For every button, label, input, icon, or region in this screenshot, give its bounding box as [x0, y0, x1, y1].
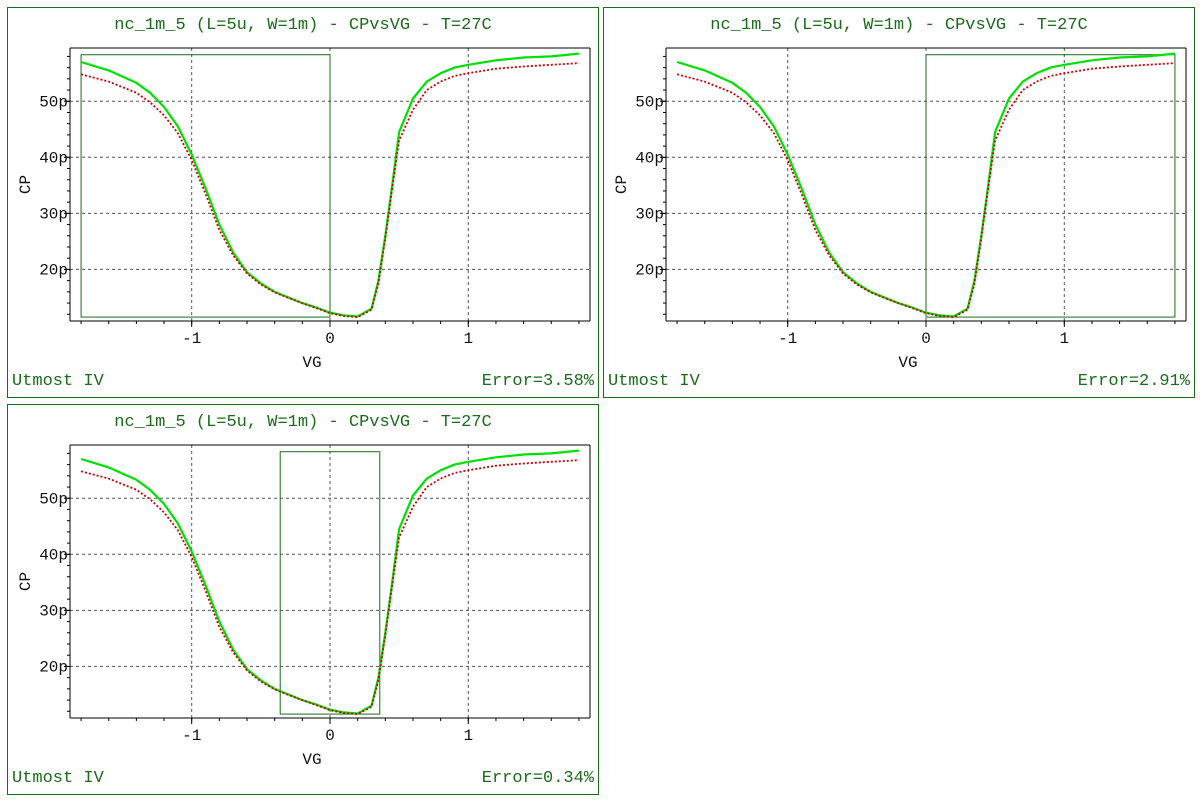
footer-label: Utmost IV	[608, 372, 700, 391]
x-tick-label: -1	[778, 330, 797, 348]
fit-window-box	[80, 54, 331, 318]
x-axis-label: VG	[898, 354, 917, 372]
x-axis-label: VG	[302, 751, 321, 769]
fit-window-box	[925, 54, 1176, 318]
plot-area: -1 0 1 20p 30p 40p 50p VG CP	[17, 444, 591, 769]
plot-area: -1 0 1 20p 30p 40p 50p VG CP	[17, 47, 591, 372]
x-tick-label: 0	[921, 330, 931, 348]
y-axis-label: CP	[613, 175, 631, 194]
y-tick-label: 30p	[39, 205, 68, 223]
measured-curve	[80, 52, 580, 318]
y-tick-label: 40p	[635, 149, 664, 167]
error-readout: Error=0.34%	[481, 769, 594, 788]
x-tick-label: 1	[1059, 330, 1069, 348]
footer-label: Utmost IV	[12, 372, 104, 391]
plot-area: -1 0 1 20p 30p 40p 50p VG CP	[613, 47, 1187, 372]
measured-curve	[80, 449, 580, 715]
x-tick-label: 1	[463, 727, 473, 745]
error-readout: Error=3.58%	[481, 372, 594, 391]
y-axis-label: CP	[17, 572, 35, 591]
x-tick-label: -1	[182, 727, 201, 745]
fit-window-box	[279, 451, 381, 715]
error-readout: Error=2.91%	[1077, 372, 1190, 391]
x-tick-label: 1	[463, 330, 473, 348]
y-tick-label: 30p	[635, 205, 664, 223]
y-tick-label: 40p	[39, 149, 68, 167]
y-tick-label: 50p	[635, 93, 664, 111]
y-tick-label: 20p	[635, 261, 664, 279]
simulated-curve	[80, 62, 579, 319]
x-tick-label: 0	[325, 330, 335, 348]
y-tick-label: 20p	[39, 658, 68, 676]
x-tick-label: 0	[325, 727, 335, 745]
measured-curve	[676, 52, 1176, 318]
chart-panel-3: nc_1m_5 (L=5u, W=1m) - CPvsVG - T=27C -1…	[7, 404, 599, 795]
x-tick-label: -1	[182, 330, 201, 348]
chart-title: nc_1m_5 (L=5u, W=1m) - CPvsVG - T=27C	[114, 16, 492, 35]
chart-title: nc_1m_5 (L=5u, W=1m) - CPvsVG - T=27C	[114, 413, 492, 432]
simulated-curve	[80, 459, 579, 716]
y-tick-label: 30p	[39, 602, 68, 620]
y-tick-label: 50p	[39, 93, 68, 111]
chart-title: nc_1m_5 (L=5u, W=1m) - CPvsVG - T=27C	[710, 16, 1088, 35]
y-tick-label: 40p	[39, 546, 68, 564]
chart-panel-2: nc_1m_5 (L=5u, W=1m) - CPvsVG - T=27C -1…	[603, 7, 1195, 398]
y-tick-label: 50p	[39, 490, 68, 508]
chart-panel-1: nc_1m_5 (L=5u, W=1m) - CPvsVG - T=27C -1…	[7, 7, 599, 398]
y-tick-label: 20p	[39, 261, 68, 279]
y-axis-label: CP	[17, 175, 35, 194]
footer-label: Utmost IV	[12, 769, 104, 788]
x-axis-label: VG	[302, 354, 321, 372]
simulated-curve	[676, 62, 1175, 319]
